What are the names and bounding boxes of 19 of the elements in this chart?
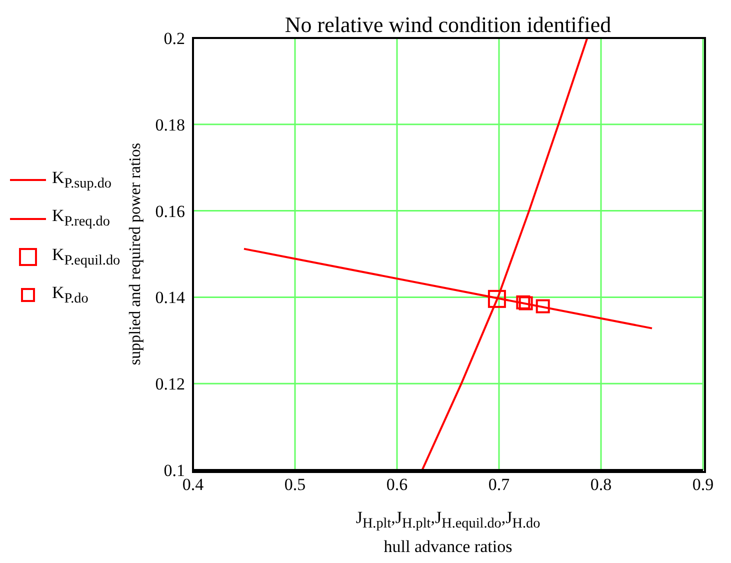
- y-tick-label: 0.16: [155, 202, 185, 221]
- legend-label: K$_{P.equil.do}$: [52, 244, 120, 270]
- y-tick-label: 0.14: [155, 288, 186, 308]
- chart-title: No relative wind condition identified: [284, 12, 612, 38]
- text: J$_{H.plt}$,J$_{H.plt}$,J$_{H.equil.do}$,J$_{H.do}$ hull advance ratios: [356, 508, 540, 556]
- y-tick-label: 0.1: [164, 461, 185, 480]
- x-tick-label: 0.4: [182, 475, 204, 494]
- legend-label: K$_{P.sup.do}$: [52, 168, 112, 192]
- y-tick-label: 0.12: [155, 374, 185, 394]
- y-axis-title: supplied and required power ratios: [127, 142, 144, 366]
- y-tick-label: 0.2: [164, 29, 185, 48]
- legend-label: K$_{P.req.do}$: [52, 206, 110, 231]
- x-tick-label: 0.6: [386, 475, 408, 494]
- y-tick-label: 0.18: [155, 115, 185, 134]
- x-tick-label: 0.5: [284, 475, 306, 494]
- x-tick-label: 0.9: [692, 475, 714, 494]
- x-tick-label: 0.7: [488, 475, 510, 494]
- x-tick-label: 0.8: [590, 475, 612, 494]
- legend-label: K$_{P.do}$: [52, 283, 88, 308]
